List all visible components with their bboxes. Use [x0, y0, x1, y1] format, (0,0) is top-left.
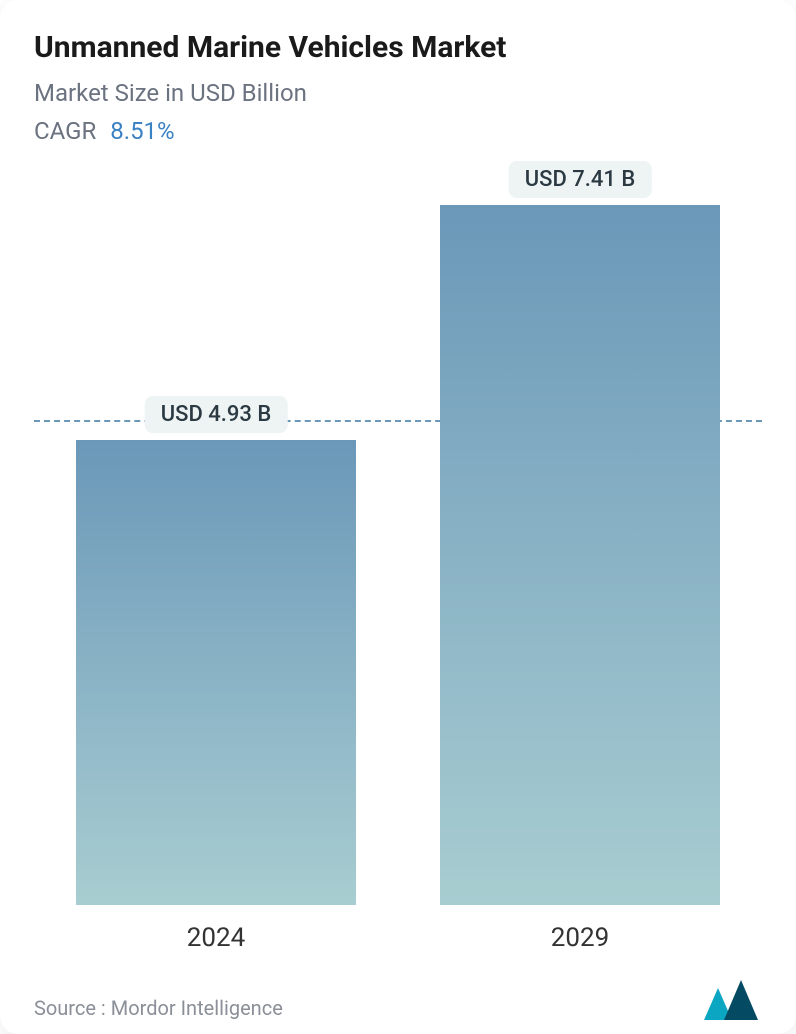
x-label-2024: 2024	[66, 923, 366, 953]
bar-2024	[76, 440, 356, 905]
bar-group-2029: USD 7.41 B	[430, 205, 730, 905]
chart-area: USD 4.93 B USD 7.41 B 2024 2029	[34, 185, 762, 905]
chart-card: Unmanned Marine Vehicles Market Market S…	[0, 0, 796, 1034]
bars-row: USD 4.93 B USD 7.41 B	[34, 185, 762, 905]
chart-subtitle: Market Size in USD Billion	[34, 79, 762, 107]
x-axis-labels: 2024 2029	[34, 923, 762, 953]
value-label-2024: USD 4.93 B	[145, 396, 288, 433]
cagr-row: CAGR 8.51%	[34, 117, 762, 145]
x-label-2029: 2029	[430, 923, 730, 953]
bar-2029	[440, 205, 720, 905]
source-text: Source : Mordor Intelligence	[34, 996, 283, 1020]
bar-group-2024: USD 4.93 B	[66, 440, 366, 905]
cagr-value: 8.51%	[110, 117, 174, 145]
cagr-label: CAGR	[34, 117, 96, 145]
chart-footer: Source : Mordor Intelligence	[34, 980, 762, 1020]
brand-logo-icon	[704, 980, 762, 1020]
value-label-2029: USD 7.41 B	[509, 161, 652, 198]
chart-title: Unmanned Marine Vehicles Market	[34, 30, 762, 65]
